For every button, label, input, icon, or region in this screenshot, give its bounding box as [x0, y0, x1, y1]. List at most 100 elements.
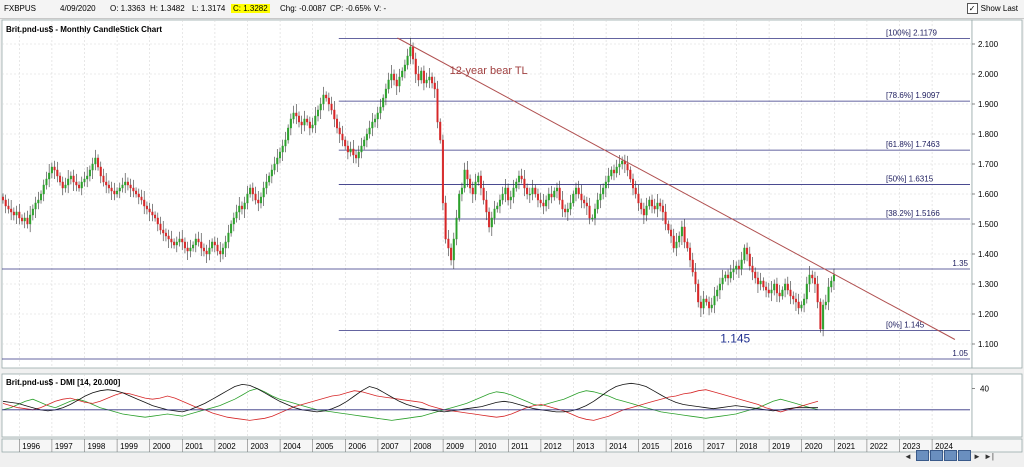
show-last-toggle[interactable]: ✓ Show Last [966, 3, 1018, 14]
candle-body [743, 247, 746, 261]
candle-body [376, 112, 379, 120]
show-last-checkbox[interactable]: ✓ [966, 3, 978, 14]
candle-body [257, 199, 260, 204]
candle-body [640, 202, 643, 210]
candle-body [186, 247, 189, 252]
candle-body [401, 70, 404, 78]
candle-body [398, 76, 401, 87]
candle-body [512, 187, 515, 198]
candle-body [607, 175, 610, 183]
fit-chart-icon[interactable] [944, 450, 957, 461]
candle-body [656, 202, 659, 210]
candle-body [811, 274, 814, 279]
dmi-chart-title: Brit.pnd-us$ - DMI [14, 20.000] [6, 378, 121, 387]
x-tick-label: 2000 [153, 442, 171, 451]
time-axis [1, 438, 1023, 453]
candle-body [694, 271, 697, 285]
candle-body [406, 55, 409, 66]
candle-body [786, 283, 789, 291]
high-readout: H: 1.3482 [150, 4, 185, 13]
candle-body [561, 199, 564, 210]
candle-body [550, 193, 553, 198]
candle-body [7, 205, 10, 210]
x-tick-label: 2012 [544, 442, 562, 451]
candle-body [517, 175, 520, 183]
candle-body [458, 193, 461, 219]
x-tick-label: 2021 [837, 442, 855, 451]
candle-body [78, 184, 81, 189]
candle-body [781, 289, 784, 297]
candle-body [254, 193, 257, 201]
candle-body [545, 199, 548, 207]
candle-body [330, 103, 333, 111]
candle-body [485, 199, 488, 213]
candle-body [729, 271, 732, 279]
candle-body [303, 118, 306, 126]
candle-body [439, 121, 442, 141]
candle-body [126, 181, 129, 186]
candle-body [583, 199, 586, 204]
candle-body [94, 157, 97, 165]
candle-body [558, 187, 561, 201]
candle-body [727, 274, 730, 279]
candle-body [493, 208, 496, 219]
candle-body [553, 190, 556, 198]
candle-body [341, 133, 344, 141]
candle-body [295, 112, 298, 117]
candle-body [577, 187, 580, 195]
candle-body [40, 193, 43, 201]
candle-body [822, 304, 825, 330]
candle-body [830, 280, 833, 288]
candle-body [53, 166, 56, 171]
candle-body [504, 187, 507, 195]
candle-body [767, 289, 770, 294]
candle-body [227, 232, 230, 243]
price-chart-title: Brit.pnd-us$ - Monthly CandleStick Chart [6, 25, 162, 34]
candle-body [249, 187, 252, 195]
candle-body [243, 202, 246, 210]
candle-body [208, 247, 211, 255]
dmi-series-di [2, 388, 819, 421]
scroll-left-button[interactable]: ◄ [904, 452, 912, 461]
candle-body [387, 79, 390, 90]
change-readout: Chg: -0.0087 [280, 4, 327, 13]
candle-body [170, 238, 173, 243]
candle-body [306, 118, 309, 123]
scroll-end-button[interactable]: ►| [984, 452, 994, 461]
scroll-right-button[interactable]: ► [973, 452, 981, 461]
candle-body [564, 208, 567, 213]
show-last-label: Show Last [980, 4, 1018, 13]
candle-body [368, 127, 371, 135]
zoom-in-icon[interactable] [916, 450, 929, 461]
candle-body [637, 193, 640, 204]
candle-body [566, 208, 569, 213]
candle-body [515, 181, 518, 189]
candle-body [189, 247, 192, 252]
candle-body [371, 121, 374, 129]
candle-body [230, 223, 233, 234]
candle-body [778, 292, 781, 297]
candle-body [686, 241, 689, 249]
candle-body [555, 187, 558, 192]
candle-body [292, 112, 295, 120]
candle-body [670, 229, 673, 237]
fib-level-label: [100%] 2.1179 [886, 29, 938, 38]
candle-body [4, 199, 7, 207]
candle-body [409, 46, 412, 57]
candle-body [536, 193, 539, 201]
candle-body [384, 88, 387, 99]
candle-body [37, 199, 40, 204]
candle-body [621, 160, 624, 165]
zoom-out-icon[interactable] [930, 450, 943, 461]
candle-body [319, 103, 322, 111]
x-tick-label: 2001 [185, 442, 203, 451]
dmi-y-tick-label: 40 [980, 385, 989, 394]
candle-body [420, 70, 423, 81]
fib-level-label: [0%] 1.145 [886, 321, 925, 330]
reset-view-icon[interactable] [958, 450, 971, 461]
y-tick-label: 1.900 [978, 100, 999, 109]
candle-body [667, 223, 670, 231]
candle-body [259, 196, 262, 204]
candle-body [792, 295, 795, 300]
